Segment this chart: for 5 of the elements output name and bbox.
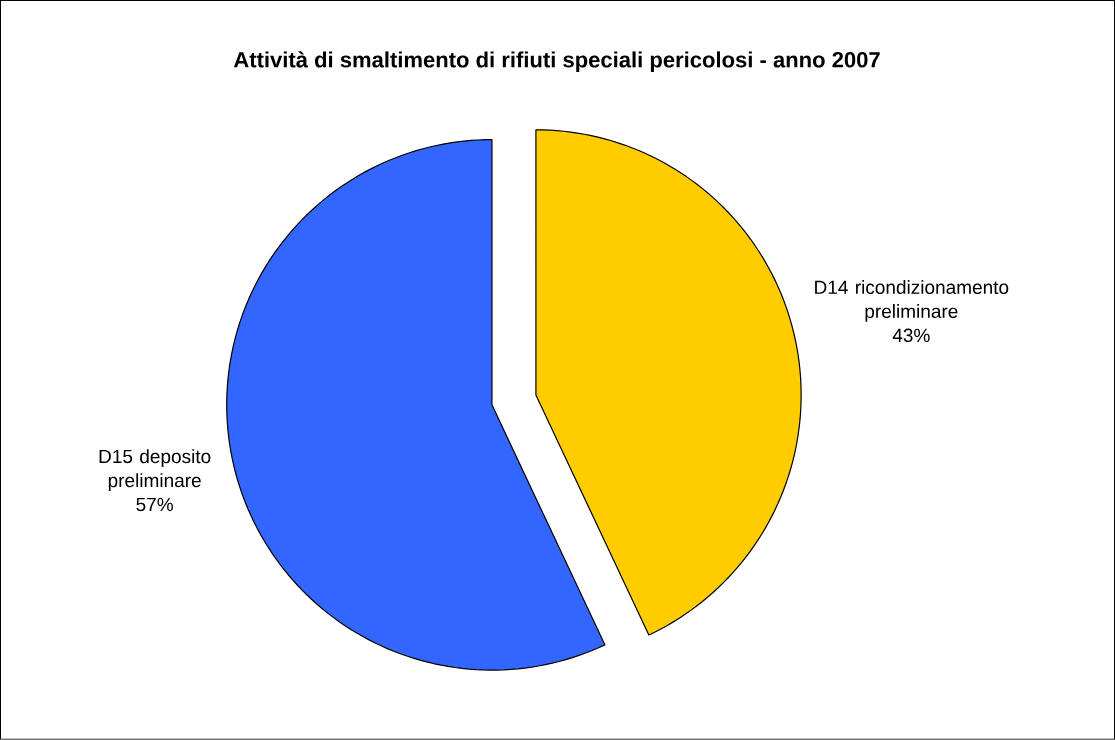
chart-title: Attività di smaltimento di rifiuti speciali pericolosi - anno 2007	[233, 51, 880, 73]
slice-label: D15 deposito preliminare	[99, 449, 211, 492]
data-label: 57%	[136, 498, 173, 512]
data-label: 43%	[892, 328, 930, 343]
slice-label: D14 ricondizionamento preliminare	[815, 280, 1009, 322]
